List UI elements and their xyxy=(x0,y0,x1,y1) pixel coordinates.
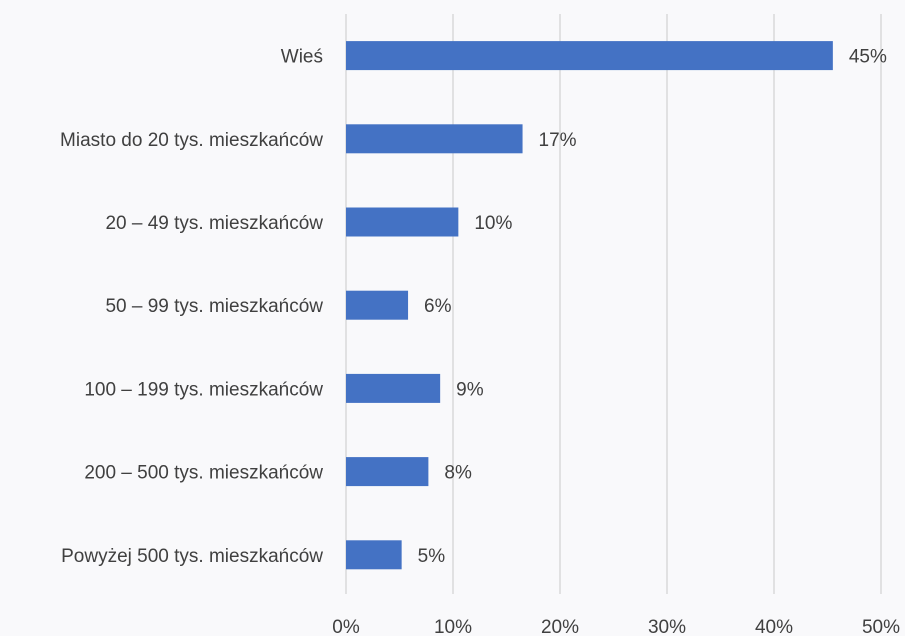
value-labels: 45% 17% 10% 6% 9% 8% 5% xyxy=(418,47,887,567)
value-label: 45% xyxy=(849,47,887,68)
category-labels: Wieś Miasto do 20 tys. mieszkańców 20 – 49… xyxy=(60,47,323,567)
value-label: 10% xyxy=(474,213,512,234)
category-label: 100 – 199 tys. mieszkańców xyxy=(84,379,323,400)
bar xyxy=(346,457,429,487)
category-label: 50 – 99 tys. mieszkańców xyxy=(105,296,323,317)
value-label: 5% xyxy=(418,546,446,567)
category-label: Wieś xyxy=(281,47,323,68)
category-label: Powyżej 500 tys. mieszkańców xyxy=(61,546,323,567)
x-tick-label: 10% xyxy=(434,617,472,636)
x-tick-label: 0% xyxy=(332,617,360,636)
gridlines xyxy=(345,14,882,594)
category-label: Miasto do 20 tys. mieszkańców xyxy=(60,130,323,151)
bar xyxy=(346,373,441,403)
value-label: 6% xyxy=(424,296,452,317)
value-label: 8% xyxy=(444,463,472,484)
category-label: 200 – 500 tys. mieszkańców xyxy=(84,463,323,484)
bar xyxy=(346,290,409,320)
x-tick-label: 40% xyxy=(755,617,793,636)
bar xyxy=(346,540,402,570)
category-label: 20 – 49 tys. mieszkańców xyxy=(105,213,323,234)
x-axis-tick-labels: 0% 10% 20% 30% 40% 50% xyxy=(332,617,900,636)
x-tick-label: 20% xyxy=(541,617,579,636)
bar xyxy=(346,41,833,71)
bar xyxy=(346,124,523,154)
x-tick-label: 50% xyxy=(862,617,900,636)
bar xyxy=(346,207,459,237)
bars xyxy=(346,41,833,570)
value-label: 9% xyxy=(456,379,484,400)
x-tick-label: 30% xyxy=(648,617,686,636)
value-label: 17% xyxy=(539,130,577,151)
